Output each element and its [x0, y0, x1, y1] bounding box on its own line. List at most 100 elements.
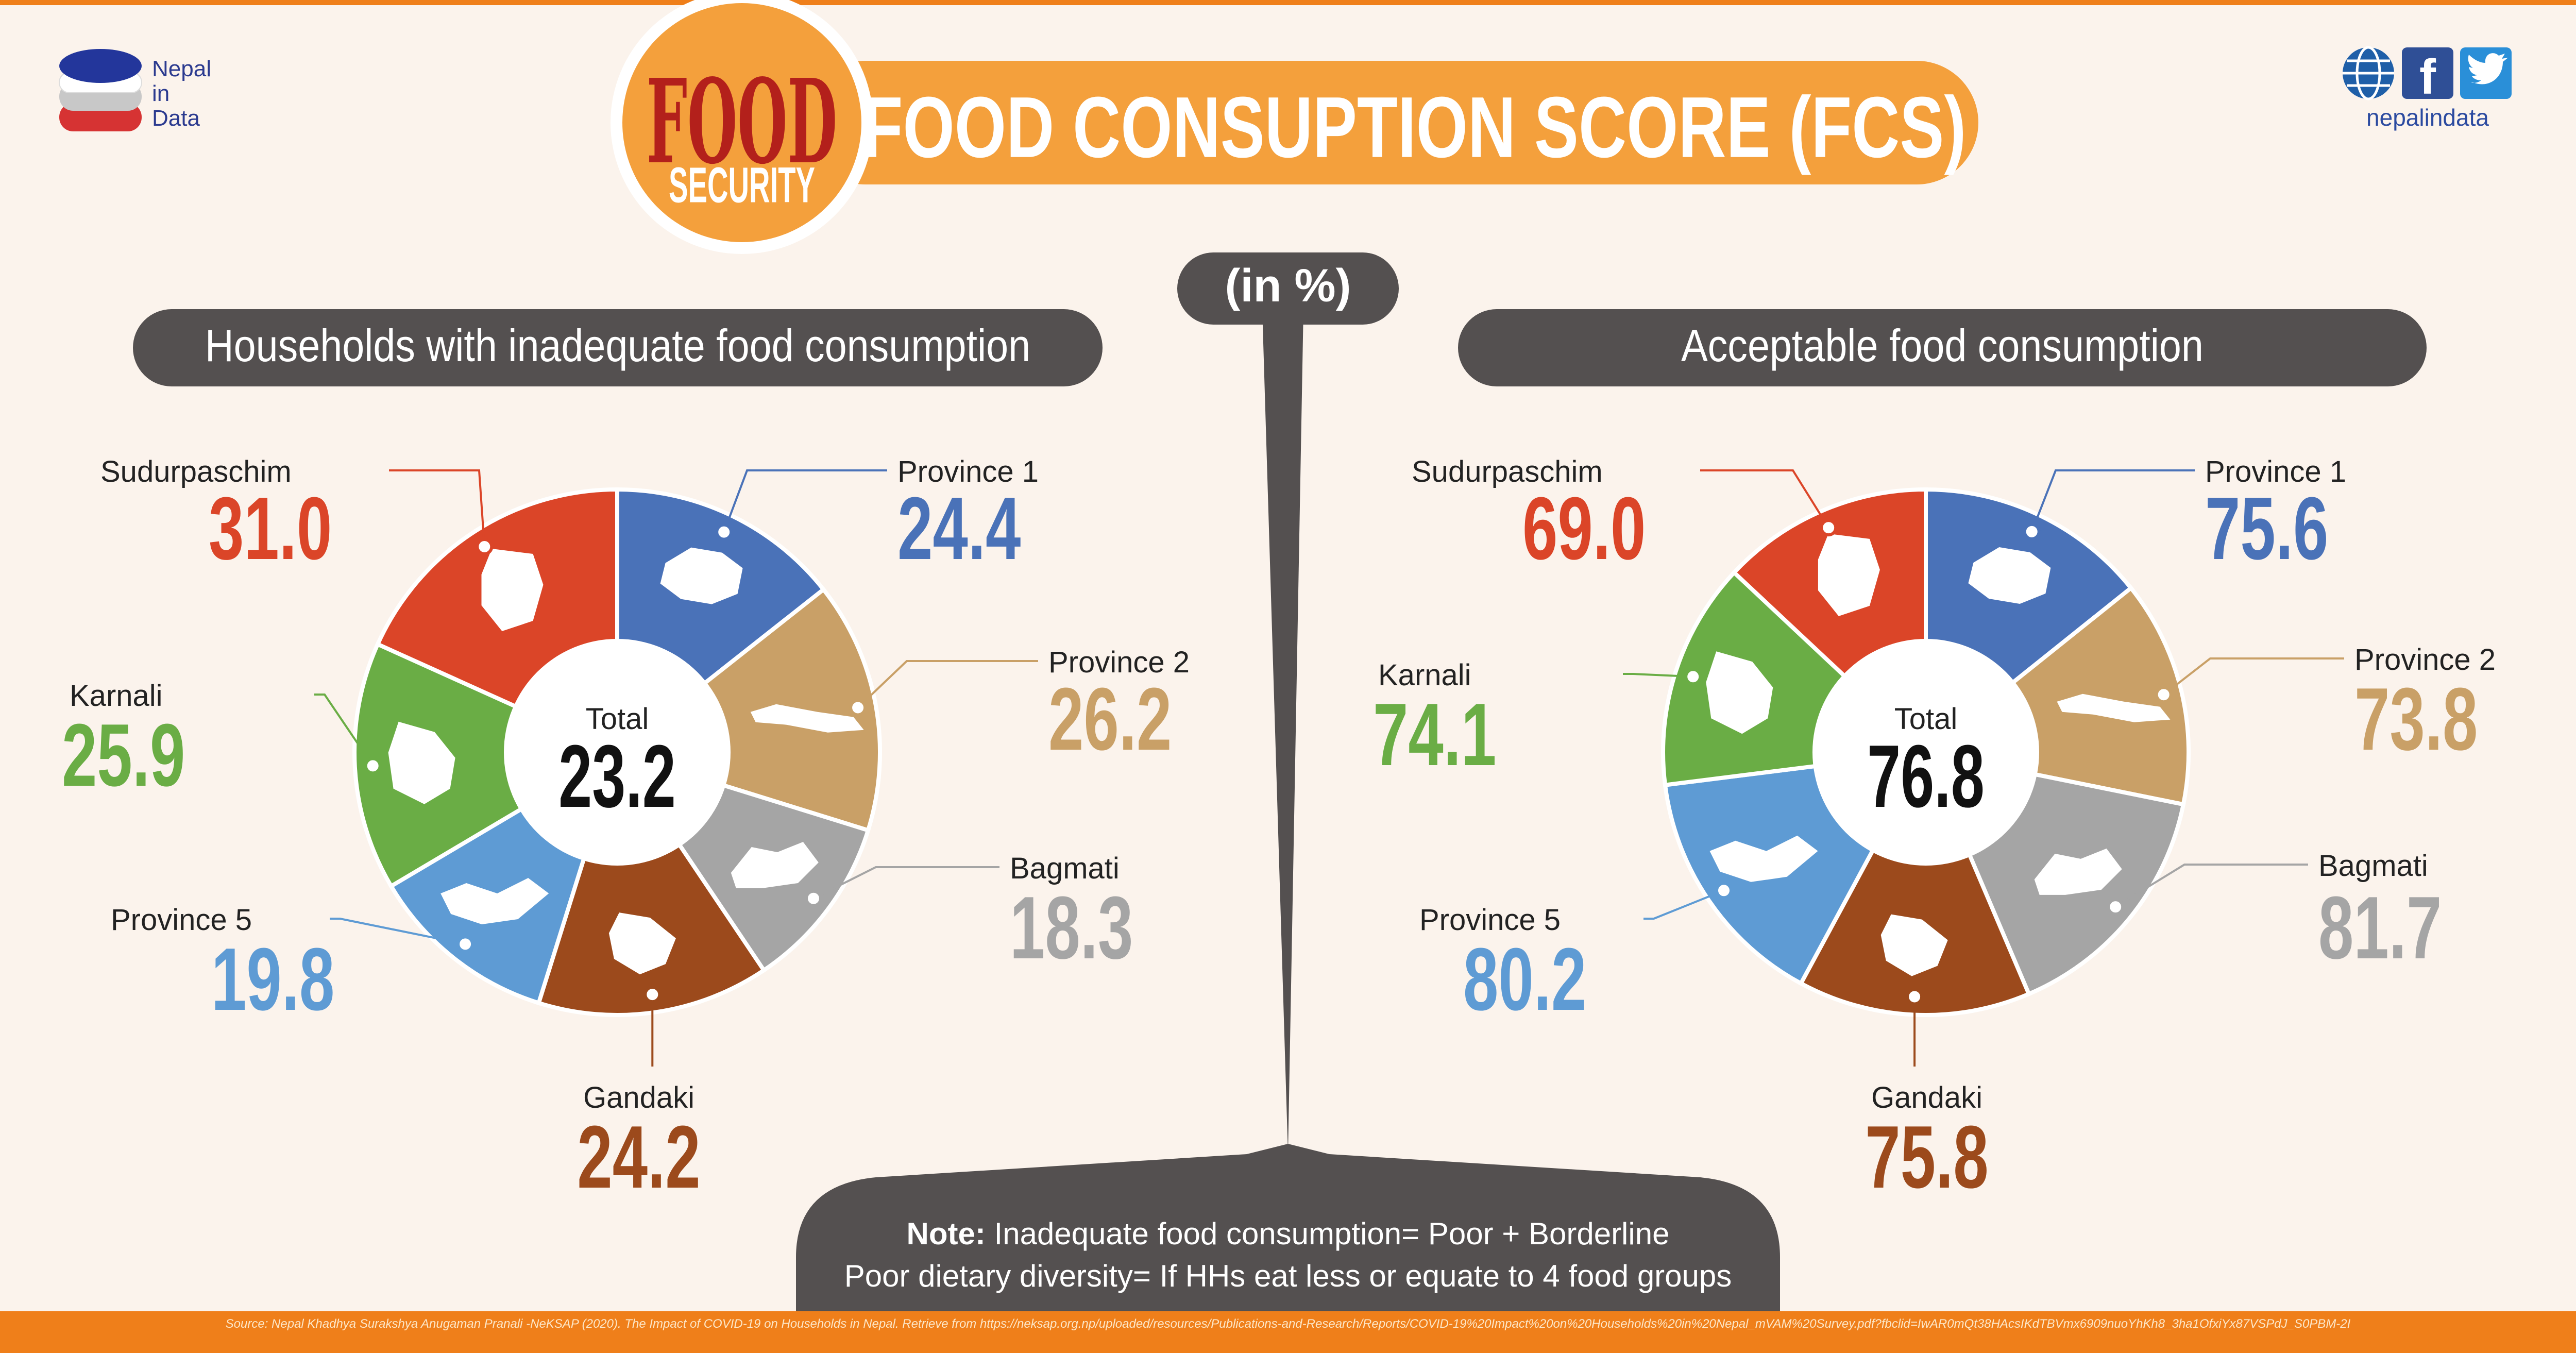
logo-text-line1: Nepal: [152, 56, 211, 81]
label-province-5: Province 5: [111, 903, 252, 937]
leader-dot-gandaki: [643, 986, 662, 1004]
leader-dot-province-1: [715, 523, 733, 541]
badge-security-word: SECURITY: [669, 157, 815, 213]
twitter-icon[interactable]: [2460, 47, 2512, 99]
value-bagmati: 81.7: [2318, 877, 2442, 977]
label-karnali: Karnali: [1378, 658, 1471, 692]
footer-source[interactable]: Source: Nepal Khadhya Surakshya Anugaman…: [225, 1317, 2351, 1331]
label-gandaki: Gandaki: [1871, 1081, 1982, 1114]
label-province-1: Province 1: [897, 455, 1039, 488]
map-province-2-icon: [750, 704, 864, 733]
badge-food-word: FOOD: [647, 53, 837, 190]
label-karnali: Karnali: [70, 679, 163, 713]
note-line1: Note: Inadequate food consumption= Poor …: [907, 1216, 1670, 1251]
leader-dot-karnali: [364, 757, 382, 775]
label-sudurpaschim: Sudurpaschim: [100, 455, 292, 488]
map-province-1-icon: [660, 547, 743, 604]
map-karnali-icon: [1706, 651, 1773, 734]
value-province-1: 24.4: [897, 478, 1021, 578]
svg-text:f: f: [2419, 49, 2436, 105]
label-bagmati: Bagmati: [2318, 849, 2428, 883]
label-province-5: Province 5: [1419, 903, 1561, 937]
donut-center: [1812, 639, 2039, 866]
note-panel: Note: Inadequate food consumption= Poor …: [796, 1144, 1780, 1311]
leader-dot-gandaki: [1906, 988, 1924, 1006]
map-province-5-icon: [440, 878, 549, 924]
total-label: Total: [586, 702, 649, 736]
value-province-5: 19.8: [211, 929, 334, 1028]
leader-line-province-1: [2030, 469, 2195, 532]
total-value: 76.8: [1867, 728, 1985, 826]
unit-label: (in %): [1225, 260, 1351, 312]
slice-gandaki: [536, 747, 767, 1017]
value-sudurpaschim: 31.0: [209, 478, 332, 578]
leader-line-karnali: [1623, 673, 1693, 678]
leader-line-province-5: [1643, 889, 1724, 920]
leader-dot-sudurpaschim: [476, 538, 494, 555]
leader-line-sudurpaschim: [1700, 469, 1829, 529]
map-sudurpaschim-icon: [1818, 533, 1880, 616]
total-value: 23.2: [558, 728, 676, 826]
leader-dot-province-2: [2155, 686, 2173, 704]
unit-pill: [1177, 252, 1399, 325]
map-province-2-icon: [2057, 694, 2171, 722]
map-gandaki-icon: [608, 912, 676, 975]
leader-dot-bagmati: [2107, 898, 2125, 916]
donut-center: [504, 639, 731, 866]
leader-dot-karnali: [1684, 668, 1702, 686]
globe-icon[interactable]: [2343, 46, 2394, 100]
header: FOOD SECURITY FOOD CONSUPTION SCORE (FCS…: [611, 0, 1978, 254]
slice-karnali: [352, 641, 622, 889]
logo-text-line2: in: [152, 81, 170, 106]
label-bagmati: Bagmati: [1010, 852, 1120, 885]
value-karnali: 25.9: [62, 705, 185, 804]
total-label: Total: [1894, 702, 1958, 736]
center-divider: (in %): [1177, 252, 1399, 1154]
left-section-title: Households with inadequate food consumpt…: [133, 309, 1103, 386]
leader-line-province-5: [330, 918, 466, 945]
leader-line-bagmati: [813, 866, 999, 900]
map-bagmati-icon: [2034, 848, 2122, 895]
value-province-1: 75.6: [2205, 478, 2328, 578]
logo-text-line3: Data: [152, 106, 200, 131]
label-province-2: Province 2: [2354, 643, 2496, 676]
value-karnali: 74.1: [1373, 684, 1496, 784]
leader-line-province-2: [857, 660, 1038, 708]
value-sudurpaschim: 69.0: [1522, 478, 1646, 578]
social-handle[interactable]: nepalindata: [2366, 104, 2489, 131]
map-karnali-icon: [388, 721, 455, 804]
leader-line-province-1: [723, 469, 887, 533]
map-province-5-icon: [1709, 835, 1818, 882]
footer-bar: [0, 1311, 2576, 1353]
map-province-1-icon: [1968, 547, 2051, 604]
label-sudurpaschim: Sudurpaschim: [1412, 455, 1603, 488]
map-sudurpaschim-icon: [481, 549, 544, 631]
note-label: Note:: [907, 1216, 986, 1251]
label-province-1: Province 1: [2205, 455, 2346, 488]
leader-dot-province-5: [456, 935, 474, 953]
leader-dot-sudurpaschim: [1820, 519, 1838, 537]
leader-dot-province-1: [2023, 522, 2041, 540]
page-title: FOOD CONSUPTION SCORE (FCS): [862, 78, 1967, 175]
leader-line-bagmati: [2115, 864, 2308, 908]
top-border: [0, 0, 2576, 5]
leader-dot-province-2: [849, 699, 867, 717]
value-province-5: 80.2: [1463, 929, 1586, 1028]
value-gandaki: 75.8: [1865, 1107, 1988, 1206]
value-bagmati: 18.3: [1010, 877, 1133, 977]
note-shape: [796, 1144, 1780, 1311]
facebook-icon[interactable]: f: [2402, 47, 2453, 105]
label-gandaki: Gandaki: [583, 1081, 694, 1114]
leader-line-karnali: [314, 694, 374, 767]
food-security-badge: [622, 3, 861, 242]
value-province-2: 26.2: [1048, 669, 1172, 768]
divider-spike: [1262, 309, 1303, 1154]
map-gandaki-icon: [1880, 914, 1948, 976]
left-chart-title: Households with inadequate food consumpt…: [205, 320, 1030, 371]
label-province-2: Province 2: [1048, 646, 1190, 679]
value-gandaki: 24.2: [577, 1107, 700, 1206]
